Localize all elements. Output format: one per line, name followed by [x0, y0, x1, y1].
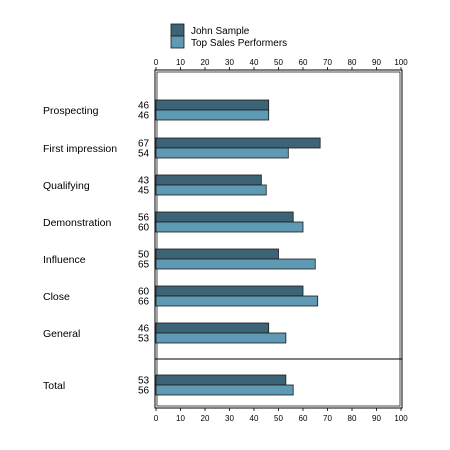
value-label: 60 — [138, 287, 150, 298]
category-label: Prospecting — [43, 105, 99, 117]
tick-label-bottom: 60 — [299, 414, 308, 423]
value-label: 66 — [138, 297, 150, 308]
value-label: 56 — [138, 213, 150, 224]
bar-john-sample — [155, 322, 270, 334]
bar-john-sample — [155, 137, 321, 149]
value-label: 43 — [138, 176, 150, 187]
value-label: 53 — [138, 334, 150, 345]
tick-label-top: 40 — [250, 58, 259, 67]
tick-label-bottom: 90 — [372, 414, 381, 423]
legend-label-0: John Sample — [191, 26, 250, 37]
tick-label-top: 50 — [274, 58, 283, 67]
value-label: 46 — [138, 101, 150, 112]
legend-label-1: Top Sales Performers — [191, 38, 287, 49]
bar-top-sales-performers — [155, 184, 267, 196]
bar-john-sample — [155, 211, 294, 223]
tick-label-top: 30 — [225, 58, 234, 67]
tick-label-top: 0 — [154, 58, 159, 67]
value-label: 53 — [138, 376, 150, 387]
legend-swatch-0 — [170, 23, 185, 37]
bar-top-sales-performers — [155, 258, 316, 270]
category-label: Qualifying — [43, 180, 90, 192]
x-axis-top: 0 10 20 30 40 50 60 70 80 90 100 — [154, 58, 408, 70]
bars — [155, 99, 321, 396]
tick-label-top: 10 — [176, 58, 185, 67]
value-label: 56 — [138, 386, 150, 397]
value-label: 65 — [138, 260, 150, 271]
bar-top-sales-performers — [155, 221, 304, 233]
plot-border-inner — [156, 71, 401, 407]
tick-label-bottom: 0 — [154, 414, 159, 423]
plot-frame — [154, 69, 403, 409]
bar-john-sample — [155, 374, 287, 386]
legend-swatch-1 — [170, 35, 185, 49]
category-label: General — [43, 328, 80, 340]
value-label: 50 — [138, 250, 150, 261]
bar-top-sales-performers — [155, 384, 294, 396]
bar-john-sample — [155, 285, 304, 297]
category-label: Close — [43, 291, 70, 303]
category-label: Demonstration — [43, 217, 111, 229]
tick-label-bottom: 20 — [201, 414, 210, 423]
tick-label-top: 100 — [394, 58, 408, 67]
category-label: Total — [43, 380, 65, 392]
tick-label-bottom: 50 — [274, 414, 283, 423]
category-label: First impression — [43, 143, 117, 155]
x-axis-bottom: 0 10 20 30 40 50 60 70 80 90 100 — [154, 408, 408, 423]
tick-label-top: 70 — [323, 58, 332, 67]
bar-john-sample — [155, 248, 279, 260]
tick-label-bottom: 10 — [176, 414, 185, 423]
bar-top-sales-performers — [155, 332, 287, 344]
tick-label-bottom: 80 — [348, 414, 357, 423]
tick-label-top: 80 — [348, 58, 357, 67]
plot-border-outer — [154, 69, 403, 409]
value-label: 67 — [138, 139, 150, 150]
bar-john-sample — [155, 99, 270, 111]
tick-label-bottom: 40 — [250, 414, 259, 423]
value-label: 46 — [138, 324, 150, 335]
category-label: Influence — [43, 254, 86, 266]
value-label: 60 — [138, 223, 150, 234]
bar-top-sales-performers — [155, 147, 289, 159]
value-label: 46 — [138, 111, 150, 122]
bar-top-sales-performers — [155, 295, 319, 307]
tick-label-top: 20 — [201, 58, 210, 67]
value-label: 45 — [138, 186, 150, 197]
bar-top-sales-performers — [155, 109, 270, 121]
bar-john-sample — [155, 174, 262, 186]
value-label: 54 — [138, 149, 150, 160]
tick-label-top: 90 — [372, 58, 381, 67]
tick-label-bottom: 100 — [394, 414, 408, 423]
tick-label-bottom: 30 — [225, 414, 234, 423]
tick-label-bottom: 70 — [323, 414, 332, 423]
tick-label-top: 60 — [299, 58, 308, 67]
